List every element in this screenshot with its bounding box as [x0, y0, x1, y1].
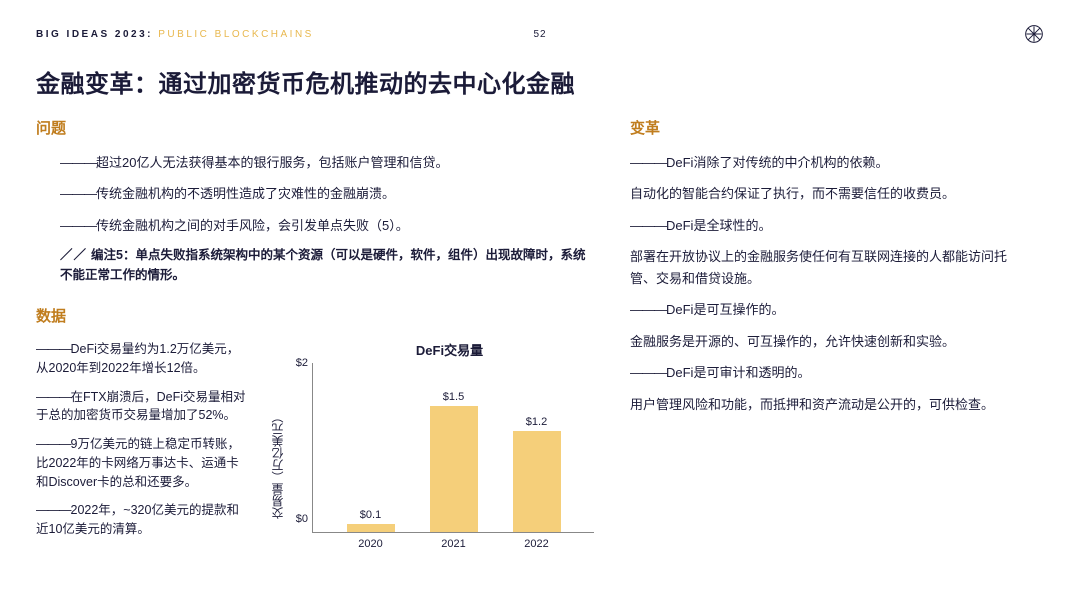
change-line: DeFi是可互操作的。 — [630, 299, 1030, 320]
y-axis-label: 交易量（万亿美元） — [265, 363, 286, 553]
problem-bullet: 传统金融机构的不透明性造成了灾难性的金融崩溃。 — [60, 183, 594, 204]
change-line: 自动化的智能合约保证了执行，而不需要信任的收费员。 — [630, 183, 1030, 204]
brand-logo-icon — [1024, 24, 1044, 44]
data-row: DeFi交易量约为1.2万亿美元，从2020年到2022年增长12倍。 在FTX… — [36, 340, 594, 553]
data-bullet: 9万亿美元的链上稳定币转账，比2022年的卡网络万事达卡、运通卡和Discove… — [36, 435, 251, 491]
header-left: BIG IDEAS 2023: PUBLIC BLOCKCHAINS — [36, 29, 314, 40]
y-axis: $2 $0 — [286, 363, 312, 533]
problem-bullet: 超过20亿人无法获得基本的银行服务，包括账户管理和信贷。 — [60, 152, 594, 173]
left-column: 问题 超过20亿人无法获得基本的银行服务，包括账户管理和信贷。 传统金融机构的不… — [36, 117, 594, 553]
change-heading: 变革 — [630, 117, 1030, 138]
slide: BIG IDEAS 2023: PUBLIC BLOCKCHAINS 52 金融… — [0, 0, 1080, 608]
bar-value-label: $0.1 — [360, 509, 381, 521]
plot-area: $0.12020 $1.52021 $1.22022 — [312, 363, 594, 533]
bar-value-label: $1.2 — [526, 416, 547, 428]
bar-chart: 交易量（万亿美元） $2 $0 $0.12020$1.52021$1.22022 — [265, 363, 594, 553]
data-heading: 数据 — [36, 305, 594, 326]
slash-icon: ／／ — [60, 248, 87, 262]
y-tick-min: $0 — [296, 513, 308, 525]
change-line: 部署在开放协议上的金融服务使任何有互联网连接的人都能访问托管、交易和借贷设施。 — [630, 246, 1030, 289]
change-line: DeFi是可审计和透明的。 — [630, 362, 1030, 383]
data-bullet: 2022年，~320亿美元的提款和近10亿美元的清算。 — [36, 501, 251, 539]
chart-wrap: DeFi交易量 交易量（万亿美元） $2 $0 $0.12020$1.52021… — [265, 340, 594, 553]
problem-bullets: 超过20亿人无法获得基本的银行服务，包括账户管理和信贷。 传统金融机构的不透明性… — [36, 152, 594, 236]
bar-group: $0.12020 — [346, 509, 396, 532]
footnote: ／／编注5：单点失败指系统架构中的某个资源（可以是硬件，软件，组件）出现故障时，… — [36, 246, 594, 285]
columns: 问题 超过20亿人无法获得基本的银行服务，包括账户管理和信贷。 传统金融机构的不… — [36, 117, 1044, 553]
problem-bullet: 传统金融机构之间的对手风险，会引发单点失败（5）。 — [60, 215, 594, 236]
bar-value-label: $1.5 — [443, 391, 464, 403]
bar — [430, 406, 478, 532]
header-row: BIG IDEAS 2023: PUBLIC BLOCKCHAINS 52 — [36, 24, 1044, 44]
change-line: DeFi消除了对传统的中介机构的依赖。 — [630, 152, 1030, 173]
data-bullet: 在FTX崩溃后，DeFi交易量相对于总的加密货币交易量增加了52%。 — [36, 388, 251, 426]
change-lines: DeFi消除了对传统的中介机构的依赖。自动化的智能合约保证了执行，而不需要信任的… — [630, 152, 1030, 415]
bar — [513, 431, 561, 532]
page-number: 52 — [533, 29, 546, 40]
header-part2: PUBLIC BLOCKCHAINS — [153, 29, 314, 40]
x-tick-label: 2021 — [429, 538, 479, 550]
change-line: 金融服务是开源的、可互操作的，允许快速创新和实验。 — [630, 331, 1030, 352]
change-line: 用户管理风险和功能，而抵押和资产流动是公开的，可供检查。 — [630, 394, 1030, 415]
change-line: DeFi是全球性的。 — [630, 215, 1030, 236]
data-bullets: DeFi交易量约为1.2万亿美元，从2020年到2022年增长12倍。 在FTX… — [36, 340, 251, 549]
y-tick-max: $2 — [296, 357, 308, 369]
right-column: 变革 DeFi消除了对传统的中介机构的依赖。自动化的智能合约保证了执行，而不需要… — [630, 117, 1030, 553]
x-tick-label: 2020 — [346, 538, 396, 550]
footnote-text: 编注5：单点失败指系统架构中的某个资源（可以是硬件，软件，组件）出现故障时，系统… — [60, 248, 585, 281]
bar — [347, 524, 395, 532]
chart-title: DeFi交易量 — [305, 340, 594, 359]
data-bullet: DeFi交易量约为1.2万亿美元，从2020年到2022年增长12倍。 — [36, 340, 251, 378]
x-tick-label: 2022 — [512, 538, 562, 550]
bar-group: $1.52021 — [429, 391, 479, 532]
header-part1: BIG IDEAS 2023: — [36, 29, 153, 40]
problem-heading: 问题 — [36, 117, 594, 138]
page-title: 金融变革：通过加密货币危机推动的去中心化金融 — [36, 64, 1044, 99]
bar-group: $1.22022 — [512, 416, 562, 532]
